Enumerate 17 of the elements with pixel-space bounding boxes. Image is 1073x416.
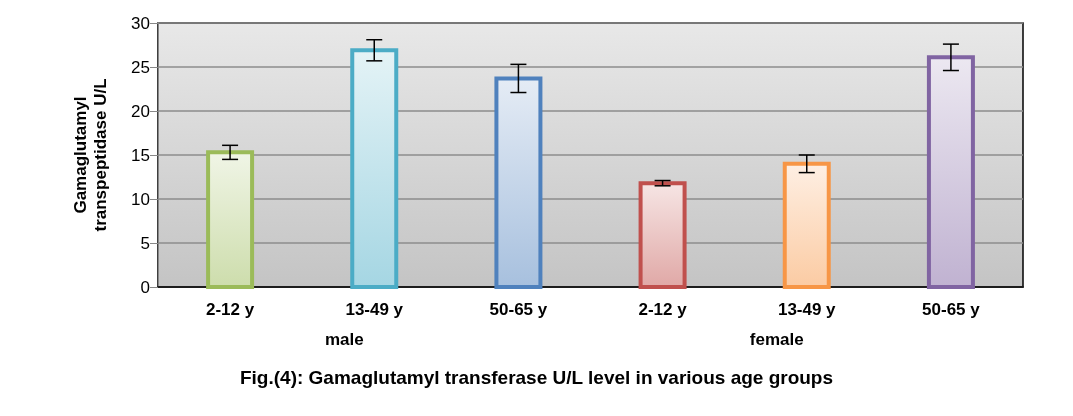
x-tick-label: 13-49 y [777,300,837,319]
x-tick-label: 2-12 y [205,300,255,319]
y-tick-label: 0 [140,277,150,297]
y-tick-label: 10 [131,189,150,209]
text: Fig.(4): Gamaglutamyl transferase U/L level in various age groups [239,367,834,388]
y-tick-label: 5 [140,233,150,253]
y-tick-label: 25 [131,57,150,77]
x-tick-label: 2-12 y [638,300,688,319]
text: female [749,330,804,349]
y-tick-label: 30 [131,13,150,33]
x-tick-label: 50-65 y [489,300,548,319]
x-tick-label: 50-65 y [922,300,981,319]
text: male [324,330,364,349]
y-axis-title: Gamaglutamyl transpeptidase U/L [70,78,110,232]
y-tick-label: 20 [131,101,150,121]
x-tick-label: 13-49 y [345,300,404,319]
y-tick-label: 15 [131,145,150,165]
